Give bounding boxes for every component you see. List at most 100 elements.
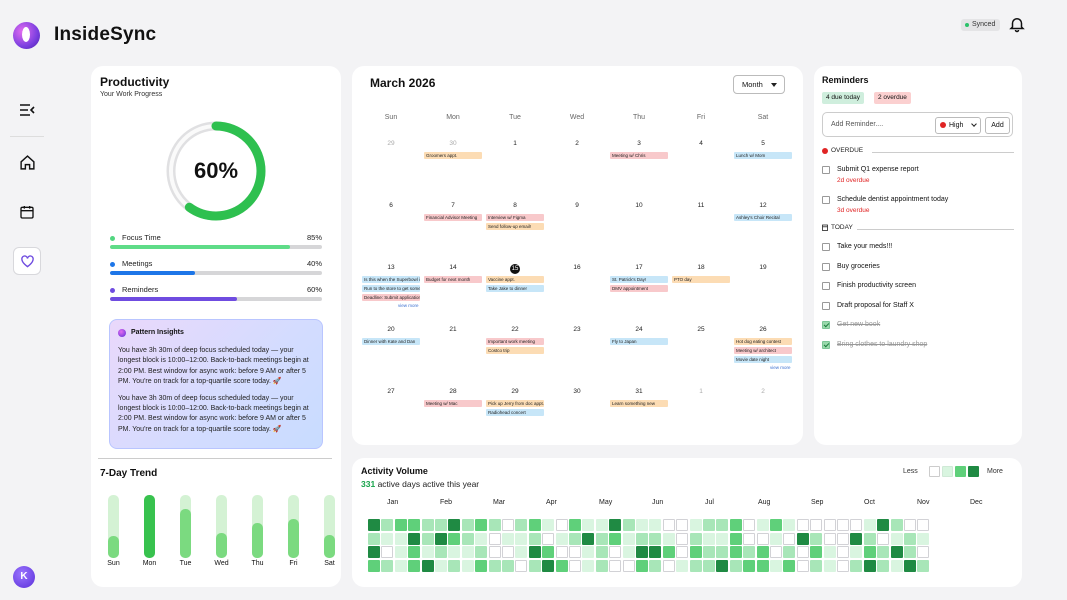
heatmap-cell[interactable] (394, 519, 407, 531)
heatmap-cell[interactable] (582, 519, 595, 531)
heatmap-cell[interactable] (381, 546, 394, 558)
heatmap-cell[interactable] (676, 559, 689, 572)
calendar-event[interactable]: Meeting w/ Chris (610, 152, 668, 159)
heatmap-cell[interactable] (569, 559, 581, 572)
heatmap-cell[interactable] (743, 559, 756, 572)
heatmap-cell[interactable] (676, 546, 689, 558)
heatmap-cell[interactable] (609, 519, 622, 531)
view-more-link[interactable]: view more (398, 303, 419, 308)
collapse-sidebar-button[interactable] (15, 98, 39, 122)
heatmap-cell[interactable] (555, 532, 568, 545)
heatmap-cell[interactable] (837, 559, 849, 572)
heatmap-cell[interactable] (582, 559, 595, 572)
heatmap-cell[interactable] (729, 546, 742, 558)
heatmap-cell[interactable] (394, 559, 407, 572)
reminder-checkbox[interactable] (822, 321, 830, 329)
heatmap-cell[interactable] (877, 559, 890, 572)
calendar-event[interactable]: Is this when the Superbowl is? (362, 276, 420, 283)
heatmap-cell[interactable] (595, 559, 608, 572)
calendar-event[interactable]: Meeting w/ Mac (424, 400, 482, 407)
heatmap-cell[interactable] (810, 559, 823, 572)
heatmap-cell[interactable] (381, 532, 394, 545)
heatmap-cell[interactable] (408, 546, 421, 558)
calendar-event[interactable]: Hot dog eating contest (734, 338, 792, 345)
heatmap-cell[interactable] (394, 532, 407, 545)
heatmap-cell[interactable] (368, 519, 380, 531)
priority-select[interactable]: High (935, 117, 981, 134)
heatmap-cell[interactable] (368, 532, 380, 545)
heatmap-cell[interactable] (716, 546, 729, 558)
heatmap-cell[interactable] (904, 532, 916, 545)
calendar-event[interactable]: Ashley's Choir Recital (734, 214, 792, 221)
heatmap-cell[interactable] (408, 559, 421, 572)
heatmap-cell[interactable] (408, 532, 421, 545)
heatmap-cell[interactable] (649, 546, 662, 558)
heatmap-cell[interactable] (729, 532, 742, 545)
heatmap-cell[interactable] (756, 532, 769, 545)
heatmap-cell[interactable] (729, 519, 742, 531)
heatmap-cell[interactable] (609, 559, 622, 572)
heatmap-cell[interactable] (756, 559, 769, 572)
reminder-checkbox[interactable] (822, 301, 830, 310)
heatmap-cell[interactable] (756, 519, 769, 531)
reminder-checkbox[interactable] (822, 340, 830, 349)
heatmap-cell[interactable] (528, 559, 541, 572)
reminder-checkbox[interactable] (822, 262, 830, 271)
heatmap-cell[interactable] (448, 559, 461, 572)
heatmap-cell[interactable] (515, 546, 528, 558)
heatmap-cell[interactable] (823, 519, 836, 531)
heatmap-cell[interactable] (662, 519, 675, 531)
heatmap-cell[interactable] (636, 519, 648, 531)
heatmap-cell[interactable] (636, 559, 648, 572)
heatmap-cell[interactable] (783, 532, 796, 545)
heatmap-cell[interactable] (729, 559, 742, 572)
heatmap-cell[interactable] (743, 546, 756, 558)
heatmap-cell[interactable] (917, 546, 930, 558)
heatmap-cell[interactable] (796, 559, 809, 572)
heatmap-cell[interactable] (381, 559, 394, 572)
calendar-event[interactable]: St. Patrick's Day! (610, 276, 668, 283)
heatmap-cell[interactable] (743, 519, 756, 531)
heatmap-cell[interactable] (917, 559, 930, 572)
heatmap-cell[interactable] (622, 559, 635, 572)
calendar-event[interactable]: Send follow-up email! (486, 223, 544, 230)
heatmap-cell[interactable] (394, 546, 407, 558)
heatmap-cell[interactable] (783, 546, 796, 558)
heatmap-cell[interactable] (716, 519, 729, 531)
heatmap-cell[interactable] (850, 519, 863, 531)
heatmap-cell[interactable] (823, 559, 836, 572)
heatmap-cell[interactable] (582, 546, 595, 558)
heatmap-cell[interactable] (475, 532, 488, 545)
heatmap-cell[interactable] (917, 532, 930, 545)
heatmap-cell[interactable] (863, 519, 876, 531)
heatmap-cell[interactable] (810, 546, 823, 558)
heatmap-cell[interactable] (461, 519, 474, 531)
heatmap-cell[interactable] (890, 532, 903, 545)
heatmap-cell[interactable] (528, 546, 541, 558)
heatmap-cell[interactable] (421, 546, 434, 558)
heatmap-cell[interactable] (569, 532, 581, 545)
heatmap-cell[interactable] (502, 559, 514, 572)
heatmap-cell[interactable] (515, 532, 528, 545)
add-reminder-button[interactable]: Add (985, 117, 1010, 134)
calendar-event[interactable]: DMV appointment (610, 285, 668, 292)
heatmap-cell[interactable] (783, 519, 796, 531)
heatmap-cell[interactable] (850, 559, 863, 572)
heatmap-cell[interactable] (850, 546, 863, 558)
heatmap-cell[interactable] (502, 532, 514, 545)
view-more-link[interactable]: view more (770, 365, 791, 370)
heatmap-cell[interactable] (475, 559, 488, 572)
heatmap-cell[interactable] (555, 546, 568, 558)
heatmap-cell[interactable] (649, 519, 662, 531)
reminder-checkbox[interactable] (822, 282, 830, 290)
heatmap-cell[interactable] (569, 519, 581, 531)
heatmap-cell[interactable] (595, 532, 608, 545)
heatmap-cell[interactable] (662, 559, 675, 572)
heatmap-cell[interactable] (448, 519, 461, 531)
calendar-event[interactable]: Budget for next month (424, 276, 482, 283)
heatmap-cell[interactable] (461, 546, 474, 558)
heatmap-cell[interactable] (528, 532, 541, 545)
heatmap-cell[interactable] (542, 532, 555, 545)
heatmap-cell[interactable] (716, 559, 729, 572)
heatmap-cell[interactable] (863, 559, 876, 572)
